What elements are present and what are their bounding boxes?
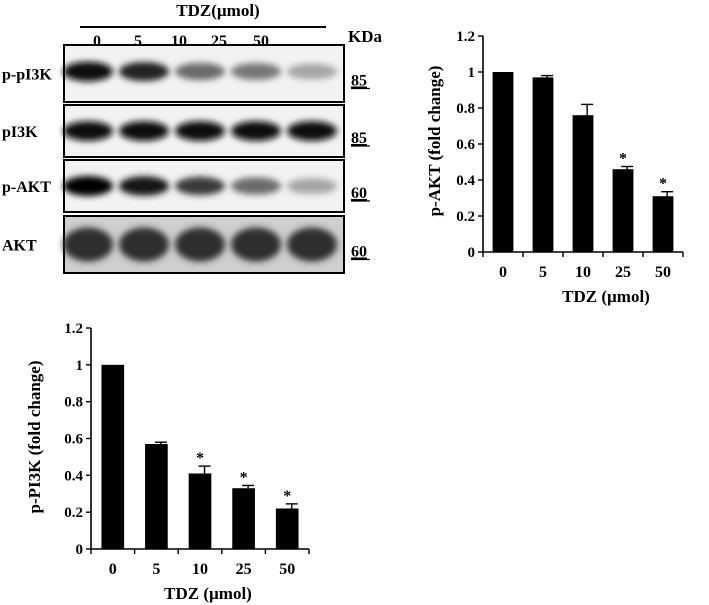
bar [275, 508, 299, 549]
bar [232, 488, 255, 549]
y-tick-label: 1.2 [456, 29, 475, 45]
chart2-plot: 0 0.2 0.4 0.6 0.8 1 1.2 0 5 * 10 * 25 * 50 [64, 321, 310, 578]
blot-band [231, 121, 281, 141]
chart1-ylabel: p-AKT (fold change) [425, 66, 444, 217]
bar [652, 196, 674, 252]
p-pi3k-bar-chart: p-PI3K (fold change) TDZ (µmol) 00.20.40… [25, 321, 310, 603]
y-tick-label: 0.4 [64, 468, 83, 484]
blot-band [287, 63, 337, 80]
chart2-xlabel: TDZ (µmol) [164, 584, 252, 603]
p-akt-bar-chart: p-AKT (fold change) TDZ (µmol) 0 0.2 0.4 0.… [425, 29, 684, 306]
blot-row: AKT 60 [2, 215, 370, 274]
y-tick-label: 0 [468, 245, 476, 261]
x-tick-label: 5 [539, 264, 547, 281]
bar [188, 473, 212, 549]
y-tick-label: 0.4 [456, 173, 475, 189]
bar [572, 115, 594, 252]
x-tick-label: 0 [109, 561, 117, 578]
blot-mw-unit: KDa [348, 27, 383, 46]
blot-band [175, 176, 225, 196]
chart1-xlabel: TDZ (µmol) [562, 287, 650, 306]
blot-row: pI3K 85 [2, 104, 370, 158]
bar [492, 72, 514, 252]
significance-marker: * [659, 176, 667, 193]
blot-rows: p-pI3K 85 pI3K 85 p-AKT 60 AKT 60 [2, 44, 370, 274]
y-tick-label: 1 [468, 65, 476, 81]
blot-band [231, 63, 281, 80]
blot-mw-label: 60 [351, 185, 367, 202]
blot-band [287, 121, 337, 141]
significance-marker: * [240, 469, 248, 486]
blot-lane-label: 5 [134, 33, 142, 50]
bar [101, 364, 125, 549]
blot-band [63, 61, 113, 82]
blot-treatment-label: TDZ(µmol) [176, 1, 259, 20]
blot-band [287, 178, 337, 194]
blot-band [119, 121, 169, 141]
y-tick-label: 1.2 [64, 321, 83, 337]
x-tick-label: 25 [615, 264, 631, 281]
x-tick-label: 50 [655, 264, 671, 281]
x-tick-label: 10 [575, 264, 591, 281]
y-tick-label: 0.6 [456, 137, 475, 153]
blot-band [119, 176, 169, 196]
y-tick-label: 0.2 [64, 505, 83, 521]
y-tick-label: 0.2 [456, 209, 475, 225]
x-tick-label: 10 [192, 561, 208, 578]
blot-band [63, 121, 113, 141]
blot-lane-label: 0 [93, 33, 101, 50]
blot-row-label: pI3K [2, 124, 38, 141]
x-tick-label: 5 [152, 561, 160, 578]
blot-band [63, 227, 113, 262]
blot-band [63, 176, 113, 196]
chart1-plot: 0 0.2 0.4 0.6 0.8 1 1.2 0 5 10 * 25 * 50 [456, 29, 684, 281]
blot-band [175, 121, 225, 141]
chart2-ylabel: p-PI3K (fold change) [25, 361, 44, 514]
blot-band [175, 62, 225, 81]
x-tick-label: 50 [279, 561, 295, 578]
blot-mw-label: 85 [351, 130, 367, 147]
bar [145, 444, 168, 549]
blot-row: p-AKT 60 [2, 159, 370, 213]
blot-row-label: AKT [2, 238, 37, 255]
blot-mw-label: 85 [351, 73, 367, 90]
blot-band [231, 177, 281, 195]
blot-mw-label: 60 [351, 244, 367, 261]
significance-marker: * [619, 151, 627, 168]
blot-band [175, 227, 225, 262]
blot-band [287, 227, 337, 262]
significance-marker: * [196, 450, 204, 467]
x-tick-label: 25 [236, 561, 252, 578]
y-tick-label: 0.8 [456, 101, 475, 117]
y-tick-label: 0.8 [64, 395, 83, 411]
y-tick-label: 1 [76, 358, 84, 374]
blot-row: p-pI3K 85 [2, 44, 370, 103]
blot-band [231, 227, 281, 262]
bar [612, 169, 634, 252]
bar [532, 77, 554, 253]
x-tick-label: 0 [499, 264, 507, 281]
blot-band [119, 227, 169, 262]
y-tick-label: 0 [76, 542, 84, 558]
significance-marker: * [283, 488, 291, 505]
blot-row-label: p-AKT [2, 179, 51, 196]
y-tick-label: 0.6 [64, 432, 83, 448]
blot-row-label: p-pI3K [2, 67, 52, 84]
blot-band [119, 61, 169, 82]
